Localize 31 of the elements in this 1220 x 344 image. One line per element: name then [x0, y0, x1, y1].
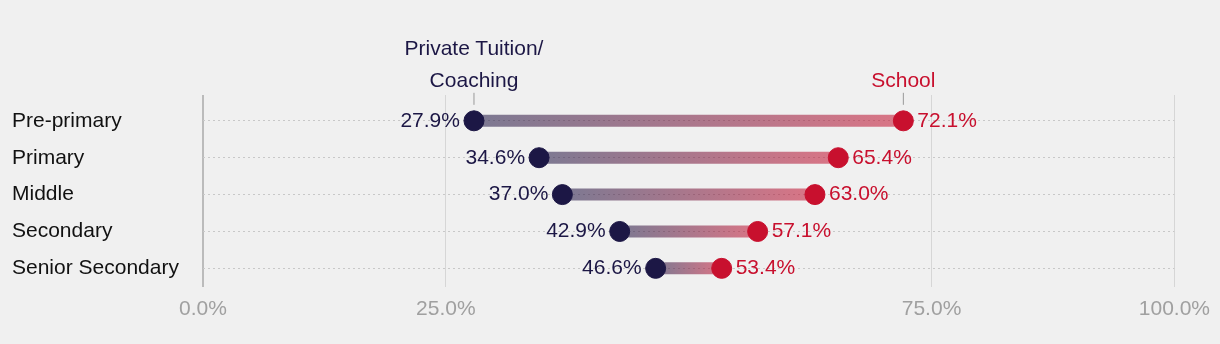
point: [528, 147, 550, 169]
y-tick-label: Middle: [12, 181, 74, 205]
x-tick-label: 100.0%: [1138, 296, 1211, 320]
data-label: 53.4%: [735, 255, 796, 279]
series-label: School: [871, 67, 936, 91]
point: [711, 257, 733, 279]
data-label: 34.6%: [465, 144, 526, 168]
y-tick-label: Pre-primary: [12, 107, 123, 131]
data-label: 63.0%: [828, 181, 889, 205]
data-label: 57.1%: [771, 218, 832, 242]
point: [645, 257, 667, 279]
point: [747, 220, 769, 242]
data-label: 65.4%: [852, 144, 912, 168]
y-tick-label: Secondary: [12, 218, 113, 242]
point: [892, 110, 914, 132]
point: [804, 184, 826, 206]
data-label: 27.9%: [400, 107, 460, 131]
y-tick-label: Primary: [12, 144, 85, 168]
point: [609, 220, 631, 242]
y-tick-label: Senior Secondary: [12, 255, 180, 279]
x-tick-label: 0.0%: [179, 296, 227, 320]
x-tick-label: 25.0%: [416, 296, 476, 320]
data-label: 42.9%: [546, 218, 606, 242]
data-label: 72.1%: [917, 107, 977, 131]
data-label: 46.6%: [582, 255, 642, 279]
point: [551, 184, 573, 206]
point: [463, 110, 485, 132]
x-tick-label: 75.0%: [901, 296, 962, 320]
text: Private Tuition/ Coaching: [404, 35, 544, 91]
data-label: 37.0%: [488, 181, 549, 205]
point: [827, 147, 849, 169]
